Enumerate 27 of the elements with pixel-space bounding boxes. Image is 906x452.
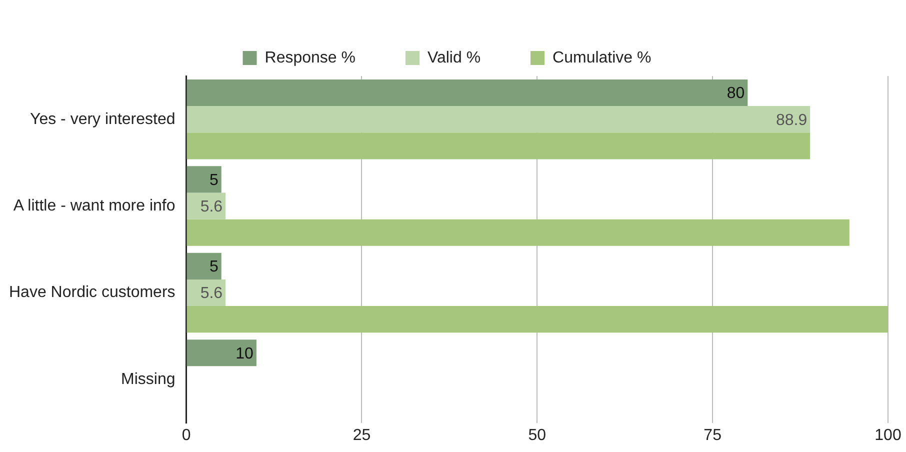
- y-tick-label: Missing: [121, 370, 176, 388]
- data-label: 5.6: [200, 285, 223, 302]
- y-tick-label: Yes - very interested: [30, 110, 176, 128]
- bar: [186, 252, 222, 280]
- bar: [186, 106, 810, 133]
- data-label: 5: [209, 258, 218, 276]
- y-tick-label: Have Nordic customers: [8, 284, 176, 302]
- bar: [186, 340, 256, 366]
- data-label: 80: [726, 85, 745, 102]
- x-tick-label: 50: [528, 426, 546, 444]
- y-tick-label: A little - want more info: [13, 197, 176, 214]
- bar: [186, 132, 810, 160]
- x-tick-label: 100: [874, 426, 902, 444]
- bar: [186, 219, 850, 246]
- x-tick-label: 0: [182, 426, 191, 444]
- data-label: 5: [209, 172, 218, 189]
- bar: [186, 166, 222, 193]
- x-tick-label: 25: [352, 426, 371, 444]
- data-label: 10: [236, 345, 254, 362]
- x-tick-label: 75: [704, 426, 722, 444]
- legend-label: Response %: [264, 49, 356, 66]
- bar: [186, 79, 748, 106]
- legend-label: Cumulative %: [552, 49, 652, 66]
- data-label: 88.9: [776, 112, 808, 129]
- legend-label: Valid %: [427, 49, 481, 66]
- bar: [186, 306, 888, 333]
- data-label: 5.6: [200, 198, 223, 216]
